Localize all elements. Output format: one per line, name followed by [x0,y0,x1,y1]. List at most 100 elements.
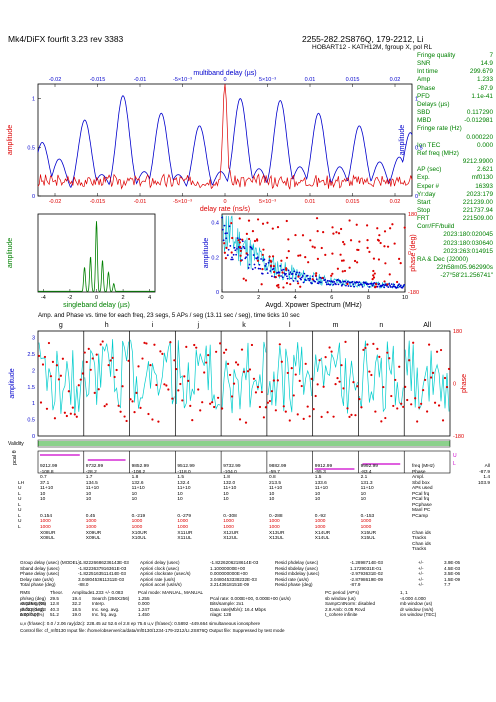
segment-phase-point [95,353,98,356]
stats-cell: -1.8223637916361E-03 [78,565,127,571]
segment-phase-point [312,408,315,411]
xpower-phase-point [324,253,327,256]
xpower-phase-point [271,255,275,258]
xpower-amp-point [257,267,260,270]
segment-phase-point [441,419,445,422]
stats-cell: Total phase (deg) [20,582,56,588]
xpower-amp-point [392,285,395,288]
summary-row: Exper # 16393 [417,183,493,191]
xpower-phase-point [348,219,351,222]
xpower-amp-point [279,265,282,267]
xpower-amp-point [373,282,376,284]
segment-phase-point [43,355,47,359]
xpower-tick-label: 10 [402,295,408,301]
segment-amp-line [404,340,450,412]
segment-phase-point [223,351,226,354]
segment-phase-point [213,405,216,409]
segment-phase-point [426,410,429,413]
segment-phase-point [248,368,252,371]
baseline-label: HOBART12 - KATH12M, fgroup X, pol RL [312,44,433,51]
segment-phase-point [179,382,182,386]
segment-phase-point [288,419,291,422]
xpower-phase-point [276,226,280,229]
sbd-ylabel: amplitude [7,238,14,268]
xpower-phase-point [245,232,248,235]
bottom-tick-label: 0.015 [346,199,360,205]
segment-phase-point [352,381,355,384]
xpower-phase-point [399,261,402,265]
xpower-phase-point [373,286,377,289]
channel-table: LH U L U L U L U L 9212.99 -108.8 0.7 37.1 11+10 10 10… [0,462,496,562]
xpower-amp-point [248,263,251,266]
summary-label: Phase [417,84,436,92]
segment-phase-point [87,347,90,350]
summary-row: Int time 299.679 [417,68,493,76]
segment-phase-point [97,388,100,391]
xpower-amp-point [393,283,396,286]
segment-phase-point [149,364,152,367]
xpower-phase-point [371,278,374,281]
xpower-phase-point [331,252,334,255]
segment-phase-point [447,367,451,371]
segment-phase-point [286,371,289,375]
xpower-amp-point [351,280,354,283]
segment-phase-point [262,416,265,419]
xpower-amp-point [303,272,306,275]
xpower-amp-point [285,272,287,275]
stats-cell: -2.9793631E-02 [350,571,383,577]
xpower-phase-point [343,269,347,273]
bottom-tick-label: 0 [223,199,226,205]
segment-phase-point [127,359,130,362]
xpower-amp-point [252,254,255,256]
xpower-amp-point [337,283,340,286]
summary-row: Phase -87.9 [417,85,493,93]
xpower-amp-point [326,279,329,282]
stats-cell: Amplitude [72,590,93,595]
xpower-amp-point [307,277,310,280]
segment-phase-point [219,342,222,345]
summary-row: Start 221239.00 [417,199,493,207]
xpower-amp-point [251,268,254,271]
stats-cell: Inc. seg. avg. [92,606,120,612]
summary-label: PFD [417,92,430,100]
xpower-phase-point [330,274,333,277]
segment-phase-point [400,402,403,405]
segment-phase-point [171,397,174,400]
segment-phase-point [280,360,283,363]
xpower-phase-point [247,237,251,241]
xpower-amp-point [294,277,297,280]
segment-phase-point [45,407,49,410]
bottom-tick-label: -0.015 [90,199,106,205]
summary-row: -27°58'21.256741" [417,272,493,280]
xpower-phase-point [260,283,263,286]
sbd-tick-label: 4 [148,295,151,301]
segment-phase-point [53,417,57,420]
xpower-phase-point [316,257,320,261]
xpower-tick-label: 6 [330,295,333,301]
segment-phase-point [356,385,359,388]
stats-cell: ion window (TEC) [400,612,437,618]
xpower-amp-point [353,285,356,288]
stats-cell: 3.0480453338232E-03 [210,576,257,582]
segment-phase-point [318,359,321,362]
xpower-amp-point [232,253,235,256]
xpower-y2tick: 180 [408,212,417,218]
quality-stats: RMS Theor. Amplitude 1.233 +/- 0.083 Pcal mo… [20,590,490,620]
xpower-phase-point [223,242,226,245]
stats-cell: Pcal mode: MANUAL, MANUAL [138,590,204,595]
xpower-amp-point [246,254,249,256]
xpower-phase-point [285,256,289,259]
stats-cell: Delay rate (us/s) [20,576,54,582]
segment-phase-point [197,388,200,391]
xpower-amp-point [382,283,385,286]
validity-label: Validity [8,441,24,447]
xpower-phase-point [337,232,341,235]
xpower-phase-point [339,227,343,231]
bottom-tick-label: 0.01 [305,199,316,205]
segment-phase-point [258,405,262,409]
segment-phase-point [254,391,258,394]
segment-phase-point [344,340,347,343]
segment-phase-point [382,385,385,389]
pcal-frame [37,450,451,474]
table-right-labels: freq (MHz) All Phase -87.9 Ampl. 1.4 Sbd box 10… [412,464,490,553]
